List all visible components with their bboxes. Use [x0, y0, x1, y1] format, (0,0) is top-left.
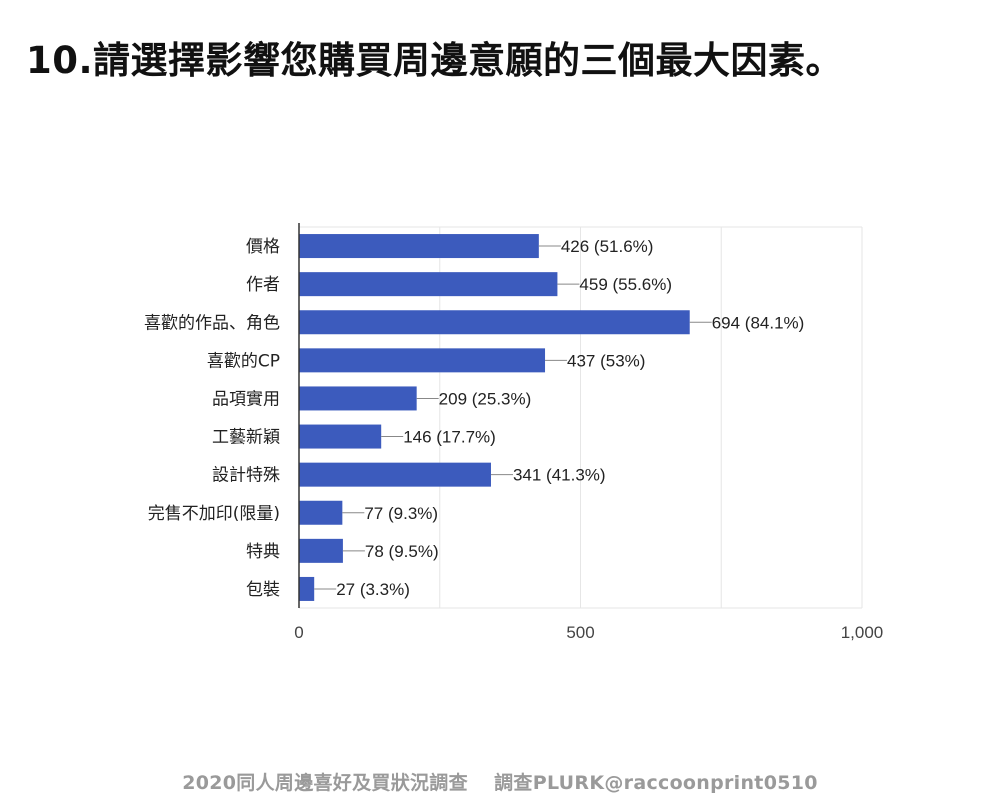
data-label: 27 (3.3%) [336, 580, 410, 599]
data-label: 78 (9.5%) [365, 542, 439, 561]
bar [299, 576, 315, 601]
x-tick-label: 0 [294, 623, 303, 642]
category-label: 包裝 [246, 580, 280, 600]
bar [299, 462, 491, 487]
category-label: 價格 [246, 237, 280, 257]
bar [299, 538, 343, 563]
chart-title: 10.請選擇影響您購買周邊意願的三個最大因素。 [26, 39, 844, 82]
category-label: 作者 [246, 275, 280, 295]
bar [299, 272, 558, 297]
data-label: 341 (41.3%) [513, 466, 606, 485]
footer-credit: 2020同人周邊喜好及買狀況調查 調查PLURK@raccoonprint051… [182, 772, 818, 794]
category-label: 喜歡的作品、角色 [144, 313, 280, 333]
data-label: 77 (9.3%) [364, 504, 438, 523]
data-label: 426 (51.6%) [561, 237, 654, 256]
data-label: 209 (25.3%) [439, 389, 532, 408]
category-label: 喜歡的CP [207, 351, 280, 371]
data-label: 694 (84.1%) [712, 313, 805, 332]
bar [299, 310, 690, 335]
category-label: 特典 [246, 542, 280, 562]
bar [299, 386, 417, 411]
x-tick-label: 500 [566, 623, 594, 642]
x-tick-label: 1,000 [841, 623, 884, 642]
data-label: 459 (55.6%) [579, 275, 672, 294]
bar [299, 234, 539, 259]
bar [299, 500, 343, 525]
data-label: 437 (53%) [567, 351, 645, 370]
bar [299, 348, 546, 373]
category-label: 完售不加印(限量) [148, 504, 280, 524]
category-label: 品項實用 [212, 389, 280, 409]
bar [299, 424, 382, 449]
data-label: 146 (17.7%) [403, 428, 496, 447]
category-label: 設計特殊 [212, 466, 280, 486]
category-label: 工藝新穎 [212, 428, 280, 448]
